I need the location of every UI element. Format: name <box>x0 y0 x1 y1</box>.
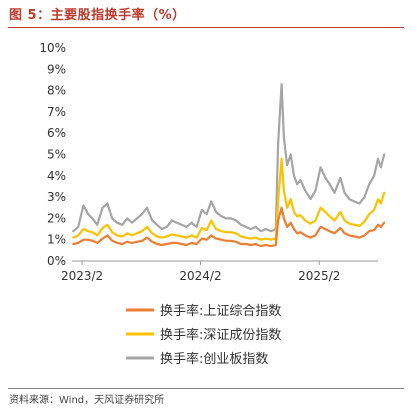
series-line-1 <box>72 206 386 248</box>
y-tick-label: 2% <box>47 211 66 225</box>
legend-label-2: 换手率:深证成份指数 <box>160 327 281 343</box>
legend-label-3: 换手率:创业板指数 <box>160 351 268 367</box>
y-tick-label: 4% <box>47 169 66 183</box>
y-tick-label: 3% <box>47 190 66 204</box>
y-tick-label: 5% <box>47 148 66 162</box>
y-tick-label: 0% <box>47 254 66 268</box>
y-tick-label: 1% <box>47 233 66 247</box>
y-tick-label: 9% <box>47 62 66 76</box>
y-tick-label: 10% <box>39 41 66 55</box>
source-note: 资料来源：Wind，天风证券研究所 <box>9 395 165 406</box>
y-axis: 0% 1% 2% 3% 4% 5% 6% 7% 8% 9% 10% <box>39 41 66 268</box>
title-rule <box>8 27 404 28</box>
turnover-line-chart: 0% 1% 2% 3% 4% 5% 6% 7% 8% 9% 10% 2023/2 2024/2 2025… <box>39 41 386 367</box>
plot-area <box>72 83 386 248</box>
x-tick-label: 2025/2 <box>298 269 340 283</box>
x-tick-label: 2024/2 <box>179 269 221 283</box>
series-line-2 <box>72 157 386 241</box>
x-axis: 2023/2 2024/2 2025/2 <box>61 260 378 283</box>
y-tick-label: 7% <box>47 105 66 119</box>
y-tick-label: 6% <box>47 126 66 140</box>
x-tick-label: 2023/2 <box>61 269 103 283</box>
series-line-3 <box>72 83 386 233</box>
source-rule <box>8 388 404 389</box>
figure-title: 图 5：主要股指换手率（%） <box>9 8 186 23</box>
legend-label-1: 换手率:上证综合指数 <box>160 303 281 319</box>
y-tick-label: 8% <box>47 84 66 98</box>
